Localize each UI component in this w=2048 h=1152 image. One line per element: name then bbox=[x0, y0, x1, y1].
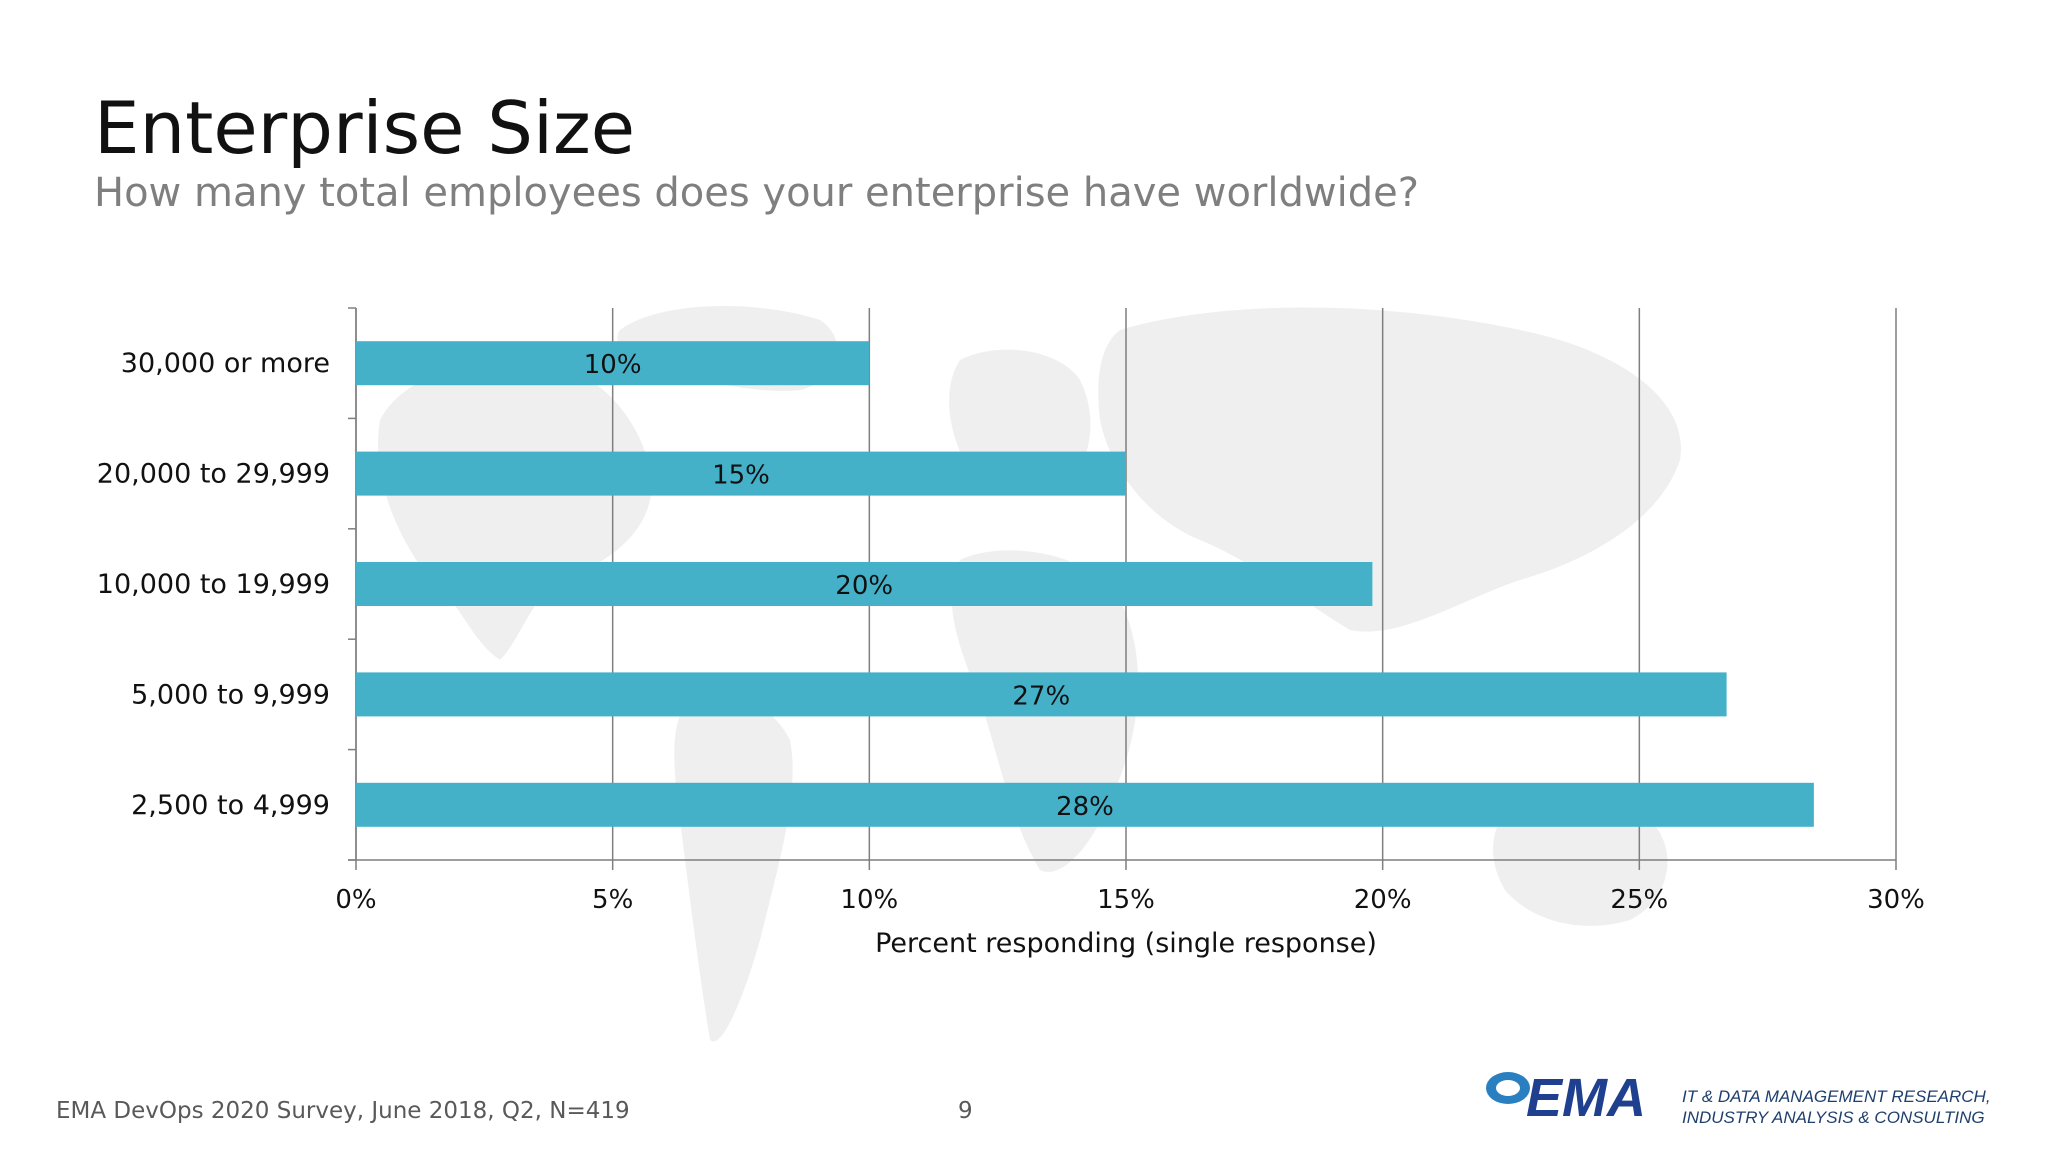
world-map-background bbox=[378, 306, 1681, 1042]
x-tick-label: 0% bbox=[335, 885, 376, 915]
ema-logo-text: EMA bbox=[1526, 1068, 1646, 1126]
page-number: 9 bbox=[958, 1098, 973, 1124]
bar bbox=[356, 672, 1727, 717]
x-tick-label: 10% bbox=[840, 885, 898, 915]
page-title: Enterprise Size bbox=[94, 86, 636, 170]
bar bbox=[356, 451, 1126, 496]
bar-data-label: 28% bbox=[1056, 792, 1114, 822]
x-tick-label: 20% bbox=[1354, 885, 1412, 915]
footer-source-note: EMA DevOps 2020 Survey, June 2018, Q2, N… bbox=[56, 1098, 630, 1124]
ema-tagline-line2: INDUSTRY ANALYSIS & CONSULTING bbox=[1682, 1108, 1985, 1127]
bar-data-label: 20% bbox=[835, 571, 893, 601]
ema-tagline: IT & DATA MANAGEMENT RESEARCH, INDUSTRY … bbox=[1682, 1086, 1991, 1128]
x-tick-label: 30% bbox=[1867, 885, 1925, 915]
category-label: 2,500 to 4,999 bbox=[131, 790, 330, 821]
category-label: 5,000 to 9,999 bbox=[131, 679, 330, 710]
ema-logo: EMA bbox=[1486, 1068, 1646, 1126]
bar-data-label: 15% bbox=[712, 461, 770, 491]
bar bbox=[356, 562, 1373, 606]
page-subtitle: How many total employees does your enter… bbox=[94, 170, 1419, 216]
x-axis-title: Percent responding (single response) bbox=[875, 928, 1377, 959]
x-tick-label: 5% bbox=[592, 885, 633, 915]
x-tick-label: 15% bbox=[1097, 885, 1155, 915]
bar bbox=[356, 782, 1814, 827]
bar-data-label: 27% bbox=[1012, 681, 1070, 711]
category-label: 30,000 or more bbox=[121, 348, 330, 379]
bar-data-label: 10% bbox=[584, 350, 642, 380]
x-tick-label: 25% bbox=[1610, 885, 1668, 915]
category-label: 10,000 to 19,999 bbox=[97, 569, 330, 600]
bar bbox=[356, 341, 870, 386]
ema-tagline-line1: IT & DATA MANAGEMENT RESEARCH, bbox=[1682, 1087, 1991, 1106]
category-label: 20,000 to 29,999 bbox=[97, 459, 330, 490]
